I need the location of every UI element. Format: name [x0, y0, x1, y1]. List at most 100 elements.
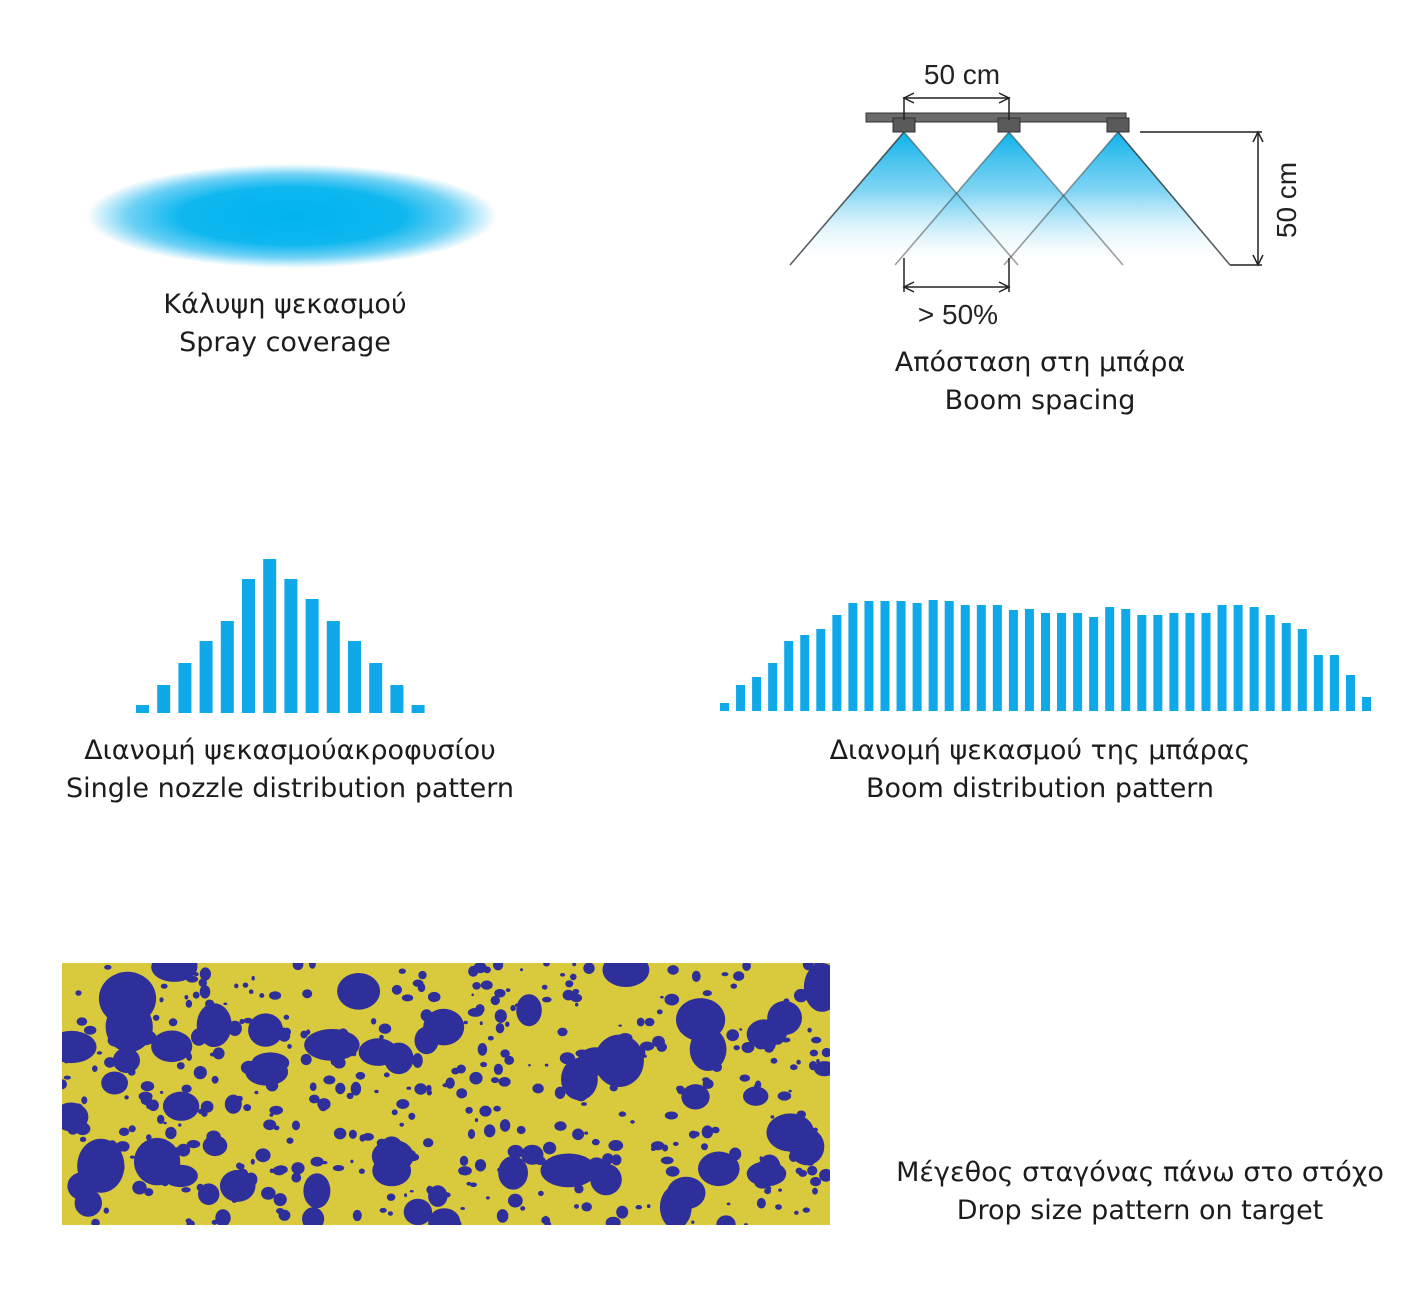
drop-size-caption: Μέγεθος σταγόνας πάνω στο στόχο Drop siz…: [890, 1154, 1390, 1230]
droplet: [611, 1154, 622, 1166]
droplet: [583, 963, 595, 974]
droplet: [819, 1168, 830, 1182]
droplet: [186, 1140, 201, 1149]
droplet: [263, 1119, 277, 1131]
droplet: [408, 1112, 416, 1120]
droplet: [767, 1000, 802, 1036]
droplet: [291, 1162, 305, 1175]
droplet: [590, 1163, 622, 1196]
boom-distribution-bar: [1329, 655, 1339, 711]
boom-distribution-chart: [720, 600, 1371, 711]
boom-distribution-caption-greek: Διανομή ψεκασμού της μπάρας: [829, 735, 1251, 766]
boom-distribution-bar: [1265, 615, 1275, 711]
droplet: [504, 1055, 515, 1065]
droplet: [199, 967, 211, 981]
droplet: [370, 1018, 377, 1025]
droplet: [822, 995, 830, 1009]
spray-coverage-caption: Κάλυψη ψεκασμού Spray coverage: [85, 286, 485, 362]
boom-distribution-bar: [976, 605, 986, 711]
droplet: [795, 1167, 803, 1175]
droplet: [458, 1166, 472, 1176]
droplet: [140, 1081, 155, 1092]
droplet: [206, 1130, 221, 1143]
droplet: [181, 1084, 192, 1093]
droplet: [103, 1207, 110, 1214]
drop-size-caption-greek: Μέγεθος σταγόνας πάνω στο στόχο: [896, 1157, 1384, 1188]
droplet: [480, 980, 493, 990]
droplet: [491, 1077, 499, 1084]
droplet: [644, 1017, 655, 1027]
droplet: [560, 973, 566, 977]
boom-distribution-bar: [880, 601, 890, 711]
droplet: [581, 1102, 587, 1106]
boom-distribution-bar: [1217, 605, 1227, 711]
boom-distribution-bar: [1185, 613, 1195, 711]
overlap-dimension: [902, 258, 1011, 293]
droplet: [466, 1181, 472, 1186]
height-label: 50 cm: [1271, 162, 1302, 238]
single-nozzle-bar: [411, 705, 425, 713]
droplet: [672, 1141, 679, 1146]
droplet: [802, 1207, 810, 1213]
droplet: [486, 1196, 490, 1200]
droplet: [350, 1159, 354, 1164]
single-nozzle-caption-english: Single nozzle distribution pattern: [66, 773, 514, 804]
droplet: [119, 1142, 130, 1152]
droplet: [404, 1193, 408, 1198]
droplet: [716, 1215, 736, 1225]
droplet: [168, 1018, 178, 1027]
boom-distribution-bar: [1057, 613, 1067, 711]
droplet: [391, 984, 402, 995]
droplet: [302, 989, 313, 999]
boom-distribution-bar: [1297, 629, 1307, 711]
droplet: [302, 1207, 325, 1225]
droplet: [557, 1027, 568, 1037]
droplet: [562, 989, 575, 1001]
droplet: [575, 1002, 579, 1007]
boom-distribution-bar: [1105, 607, 1115, 711]
boom-distribution-bar: [1089, 617, 1099, 711]
droplet: [602, 963, 650, 987]
droplet: [711, 1126, 720, 1134]
droplet: [79, 1136, 87, 1142]
droplet: [756, 1197, 766, 1209]
droplet: [310, 1156, 324, 1167]
drop-size-caption-english: Drop size pattern on target: [956, 1195, 1324, 1226]
boom-distribution-caption-english: Boom distribution pattern: [865, 773, 1215, 804]
droplet: [337, 973, 381, 1010]
droplet: [542, 1162, 553, 1177]
droplet: [572, 963, 577, 967]
boom-distribution-bar: [1233, 605, 1243, 711]
droplet: [84, 1025, 97, 1035]
spray-cone-3: [1004, 132, 1232, 265]
single-nozzle-bar: [390, 685, 404, 713]
droplet: [505, 988, 511, 992]
boom-distribution-bar: [864, 601, 874, 711]
droplet: [743, 1086, 769, 1106]
droplet: [286, 1137, 294, 1144]
droplet: [701, 1125, 714, 1139]
droplet: [147, 1099, 159, 1112]
boom-distribution-bar: [1281, 623, 1291, 711]
droplet: [507, 1193, 523, 1208]
droplet: [744, 1223, 748, 1225]
droplet: [618, 1111, 627, 1117]
droplet: [104, 1057, 116, 1068]
droplet: [499, 1119, 511, 1132]
droplet: [201, 1110, 208, 1117]
droplet: [694, 999, 702, 1006]
boom-distribution-bar: [1169, 613, 1179, 711]
droplet: [635, 1205, 643, 1210]
droplet: [543, 963, 550, 967]
boom-distribution-bar: [1073, 613, 1083, 711]
boom-distribution-bar: [848, 603, 858, 711]
droplet: [702, 990, 712, 997]
droplet: [733, 971, 745, 981]
droplet: [819, 971, 830, 984]
droplet: [292, 1120, 300, 1131]
droplet: [193, 1066, 207, 1080]
droplet: [510, 1005, 516, 1012]
droplet: [445, 1077, 455, 1089]
droplet: [581, 1202, 592, 1212]
